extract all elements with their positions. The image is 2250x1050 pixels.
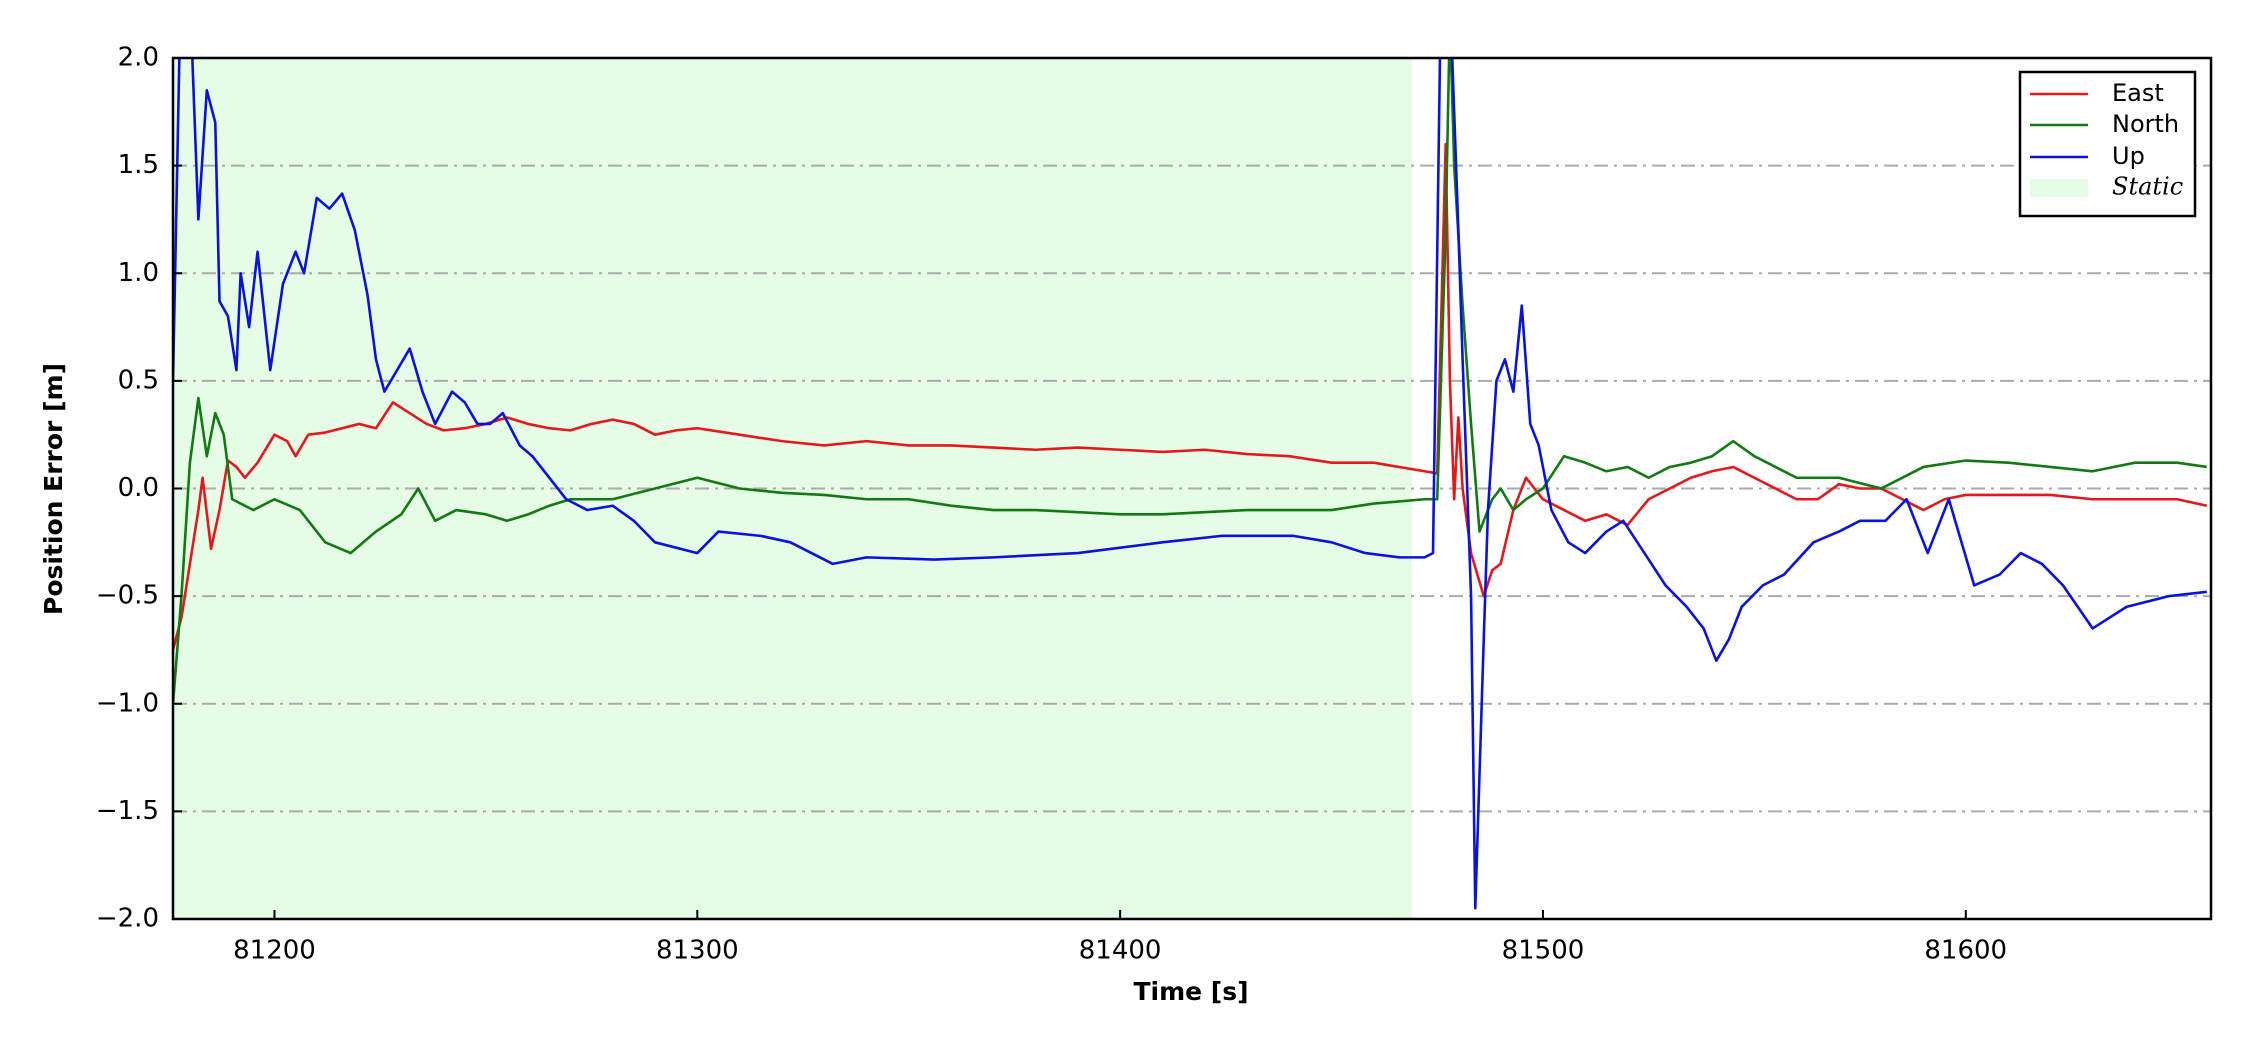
y-tick-label: 1.0 [118, 258, 159, 288]
series-line [173, 142, 2208, 651]
x-tick-label: 81400 [1079, 936, 1162, 966]
legend-label: Static [2112, 173, 2183, 201]
y-tick-label: 0.0 [118, 473, 159, 503]
x-tick-label: 81200 [233, 936, 316, 966]
y-tick-label: −1.5 [96, 796, 159, 826]
series-line [173, 58, 2207, 704]
line-layer [173, 58, 2208, 910]
legend-label: Up [2112, 142, 2145, 170]
x-tick-label: 81500 [1502, 936, 1585, 966]
y-tick-label: −2.0 [96, 904, 159, 934]
x-tick-label: 81300 [656, 936, 739, 966]
y-tick-label: 1.5 [118, 150, 159, 180]
y-tick-label: 0.5 [118, 365, 159, 395]
series-line [173, 58, 2207, 910]
y-tick-label: 2.0 [118, 43, 159, 73]
tick-layer: −2.0 −1.5 −1.0 −0.5 0.0 0.5 1.0 1.5 2.0 81200 8130… [96, 43, 2007, 966]
x-axis-label: Time [s] [1133, 977, 1248, 1006]
y-tick-label: −1.0 [96, 688, 159, 718]
y-axis-label: Position Error [m] [39, 363, 68, 615]
y-tick-label: −0.5 [96, 581, 159, 611]
legend-swatch [2030, 179, 2088, 197]
legend: East North Up Static [2018, 70, 2197, 218]
x-tick-label: 81600 [1924, 936, 2007, 966]
legend-label: East [2112, 79, 2164, 107]
legend-label: North [2112, 110, 2179, 138]
